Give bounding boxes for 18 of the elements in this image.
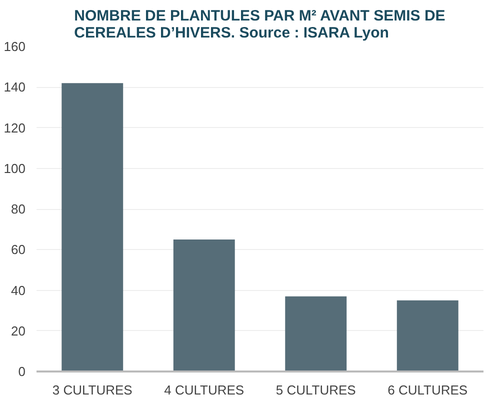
y-tick-label: 120 bbox=[4, 120, 26, 136]
x-tick-label: 4 CULTURES bbox=[164, 382, 244, 398]
bar bbox=[396, 300, 458, 372]
x-tick-label: 6 CULTURES bbox=[388, 382, 468, 398]
bar bbox=[62, 83, 124, 372]
y-tick-label: 140 bbox=[4, 80, 26, 95]
y-tick-label: 0 bbox=[18, 364, 26, 379]
chart-title: NOMBRE DE PLANTULES PAR M² AVANT SEMIS DE CEREALES D’HIVERS. Source : ISARA Lyon bbox=[74, 8, 446, 42]
y-tick-label: 40 bbox=[11, 282, 26, 298]
y-tick-label: 20 bbox=[11, 323, 26, 338]
y-tick-label: 60 bbox=[11, 242, 26, 258]
x-tick-label: 5 CULTURES bbox=[276, 382, 356, 398]
bar bbox=[173, 239, 235, 372]
y-tick-label: 160 bbox=[4, 39, 26, 54]
x-tick-label: 3 CULTURES bbox=[52, 382, 133, 398]
y-tick-label: 80 bbox=[11, 202, 26, 216]
bar bbox=[285, 296, 347, 372]
y-tick-label: 100 bbox=[4, 160, 26, 176]
